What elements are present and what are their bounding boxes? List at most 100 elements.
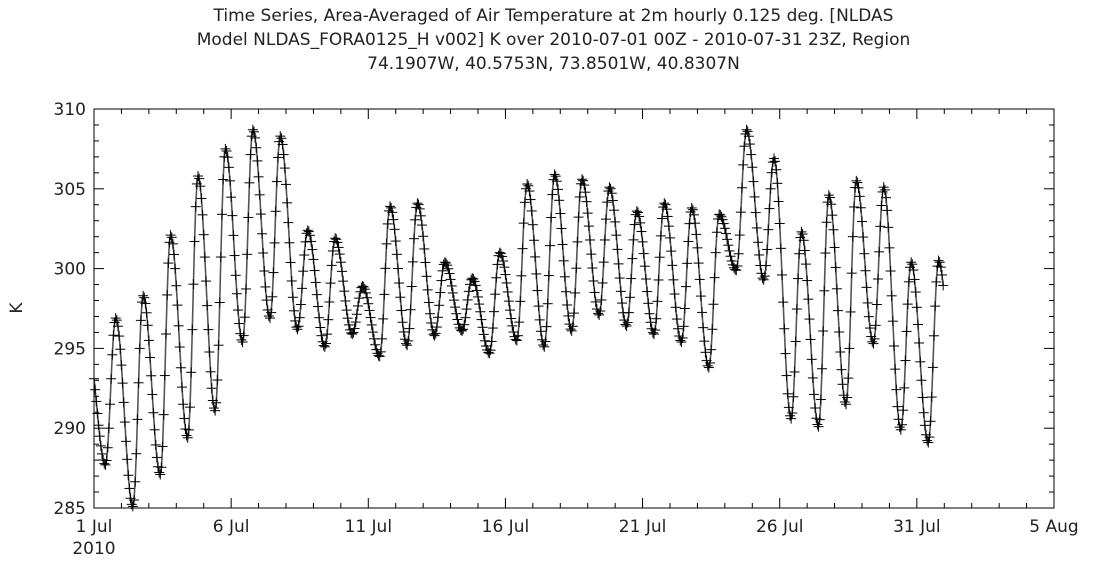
data-point-marker: [211, 397, 222, 408]
data-point-marker: [327, 245, 338, 256]
data-point-marker: [778, 297, 789, 308]
data-point-marker: [417, 220, 427, 231]
data-point-marker: [247, 124, 258, 135]
data-point-marker: [330, 233, 341, 244]
data-point-marker: [607, 195, 618, 206]
data-point-marker: [918, 407, 929, 418]
data-point-marker: [745, 139, 755, 150]
data-point-marker: [170, 263, 181, 274]
data-point-marker: [765, 183, 776, 194]
data-point-marker: [535, 326, 546, 337]
data-point-marker: [582, 208, 593, 219]
data-point-marker: [91, 396, 102, 407]
data-point-marker: [250, 132, 261, 143]
data-point-marker: [910, 287, 921, 298]
data-point-marker: [374, 351, 385, 362]
data-point-marker: [284, 237, 295, 248]
data-point-marker: [353, 300, 363, 311]
data-point-marker: [860, 265, 871, 276]
data-point-marker: [777, 269, 787, 280]
data-point-marker: [772, 178, 783, 189]
data-point-marker: [123, 470, 134, 481]
data-point-marker: [297, 283, 307, 294]
data-point-marker: [743, 131, 754, 142]
data-point-marker: [847, 231, 858, 242]
data-point-marker: [588, 275, 599, 286]
data-point-marker: [566, 325, 577, 336]
data-point-marker: [722, 234, 733, 245]
data-point-marker: [492, 259, 503, 270]
data-point-marker: [762, 244, 773, 255]
data-point-marker: [757, 273, 768, 284]
data-point-marker: [229, 250, 240, 261]
data-point-marker: [333, 242, 344, 253]
data-point-marker: [798, 235, 809, 246]
data-point-marker: [269, 237, 280, 248]
data-point-marker: [882, 205, 893, 216]
data-point-marker: [95, 440, 106, 451]
data-point-marker: [506, 313, 517, 324]
data-point-marker: [710, 247, 721, 258]
data-point-marker: [385, 201, 395, 212]
data-point-marker: [691, 229, 702, 240]
data-point-marker: [398, 326, 409, 337]
data-point-marker: [916, 375, 927, 386]
data-point-marker: [689, 209, 699, 220]
data-point-marker: [927, 362, 938, 373]
data-point-marker: [291, 322, 302, 333]
data-point-marker: [364, 305, 375, 316]
data-point-marker: [886, 290, 897, 301]
data-point-marker: [498, 256, 509, 267]
data-point-marker: [201, 276, 211, 287]
data-point-marker: [419, 243, 430, 254]
data-point-marker: [468, 273, 479, 284]
y-tick-label: 305: [54, 180, 86, 200]
data-point-marker: [599, 234, 610, 245]
data-point-marker: [115, 344, 126, 355]
data-point-marker: [539, 341, 550, 352]
y-tick-label: 295: [54, 339, 86, 359]
data-point-marker: [541, 321, 552, 332]
data-point-marker: [891, 384, 902, 395]
data-point-marker: [726, 255, 737, 266]
data-point-marker: [230, 270, 241, 281]
data-point-marker: [389, 224, 400, 235]
data-point-marker: [470, 280, 481, 291]
data-point-marker: [388, 214, 399, 225]
data-point-marker: [862, 297, 873, 308]
data-point-marker: [138, 290, 149, 301]
data-point-marker: [565, 324, 576, 335]
data-point-marker: [801, 259, 811, 270]
data-point-marker: [172, 300, 183, 311]
data-point-marker: [309, 265, 320, 276]
data-point-marker: [497, 251, 507, 262]
data-point-marker: [455, 325, 466, 336]
data-point-marker: [150, 439, 161, 450]
data-point-marker: [203, 324, 214, 335]
data-point-marker: [675, 335, 686, 346]
data-point-marker: [308, 254, 319, 265]
data-point-marker: [318, 340, 329, 351]
data-point-marker: [751, 222, 762, 233]
data-point-marker: [238, 330, 249, 341]
data-point-marker: [441, 257, 451, 268]
data-point-marker: [198, 229, 209, 240]
data-point-marker: [275, 131, 286, 142]
data-point-marker: [430, 328, 441, 339]
data-point-marker: [721, 228, 731, 239]
data-point-marker: [110, 313, 121, 324]
data-point-marker: [671, 314, 682, 325]
data-point-marker: [335, 257, 346, 268]
data-point-marker: [929, 330, 939, 341]
data-point-marker: [673, 323, 683, 334]
data-point-marker: [131, 448, 142, 459]
data-point-marker: [547, 189, 558, 200]
data-point-marker: [839, 396, 850, 407]
data-point-marker: [733, 248, 744, 259]
data-point-marker: [815, 394, 826, 405]
data-point-marker: [534, 314, 545, 325]
data-point-marker: [366, 319, 377, 330]
data-point-marker: [571, 263, 582, 274]
data-point-marker: [489, 306, 499, 317]
data-point-marker: [907, 259, 918, 270]
